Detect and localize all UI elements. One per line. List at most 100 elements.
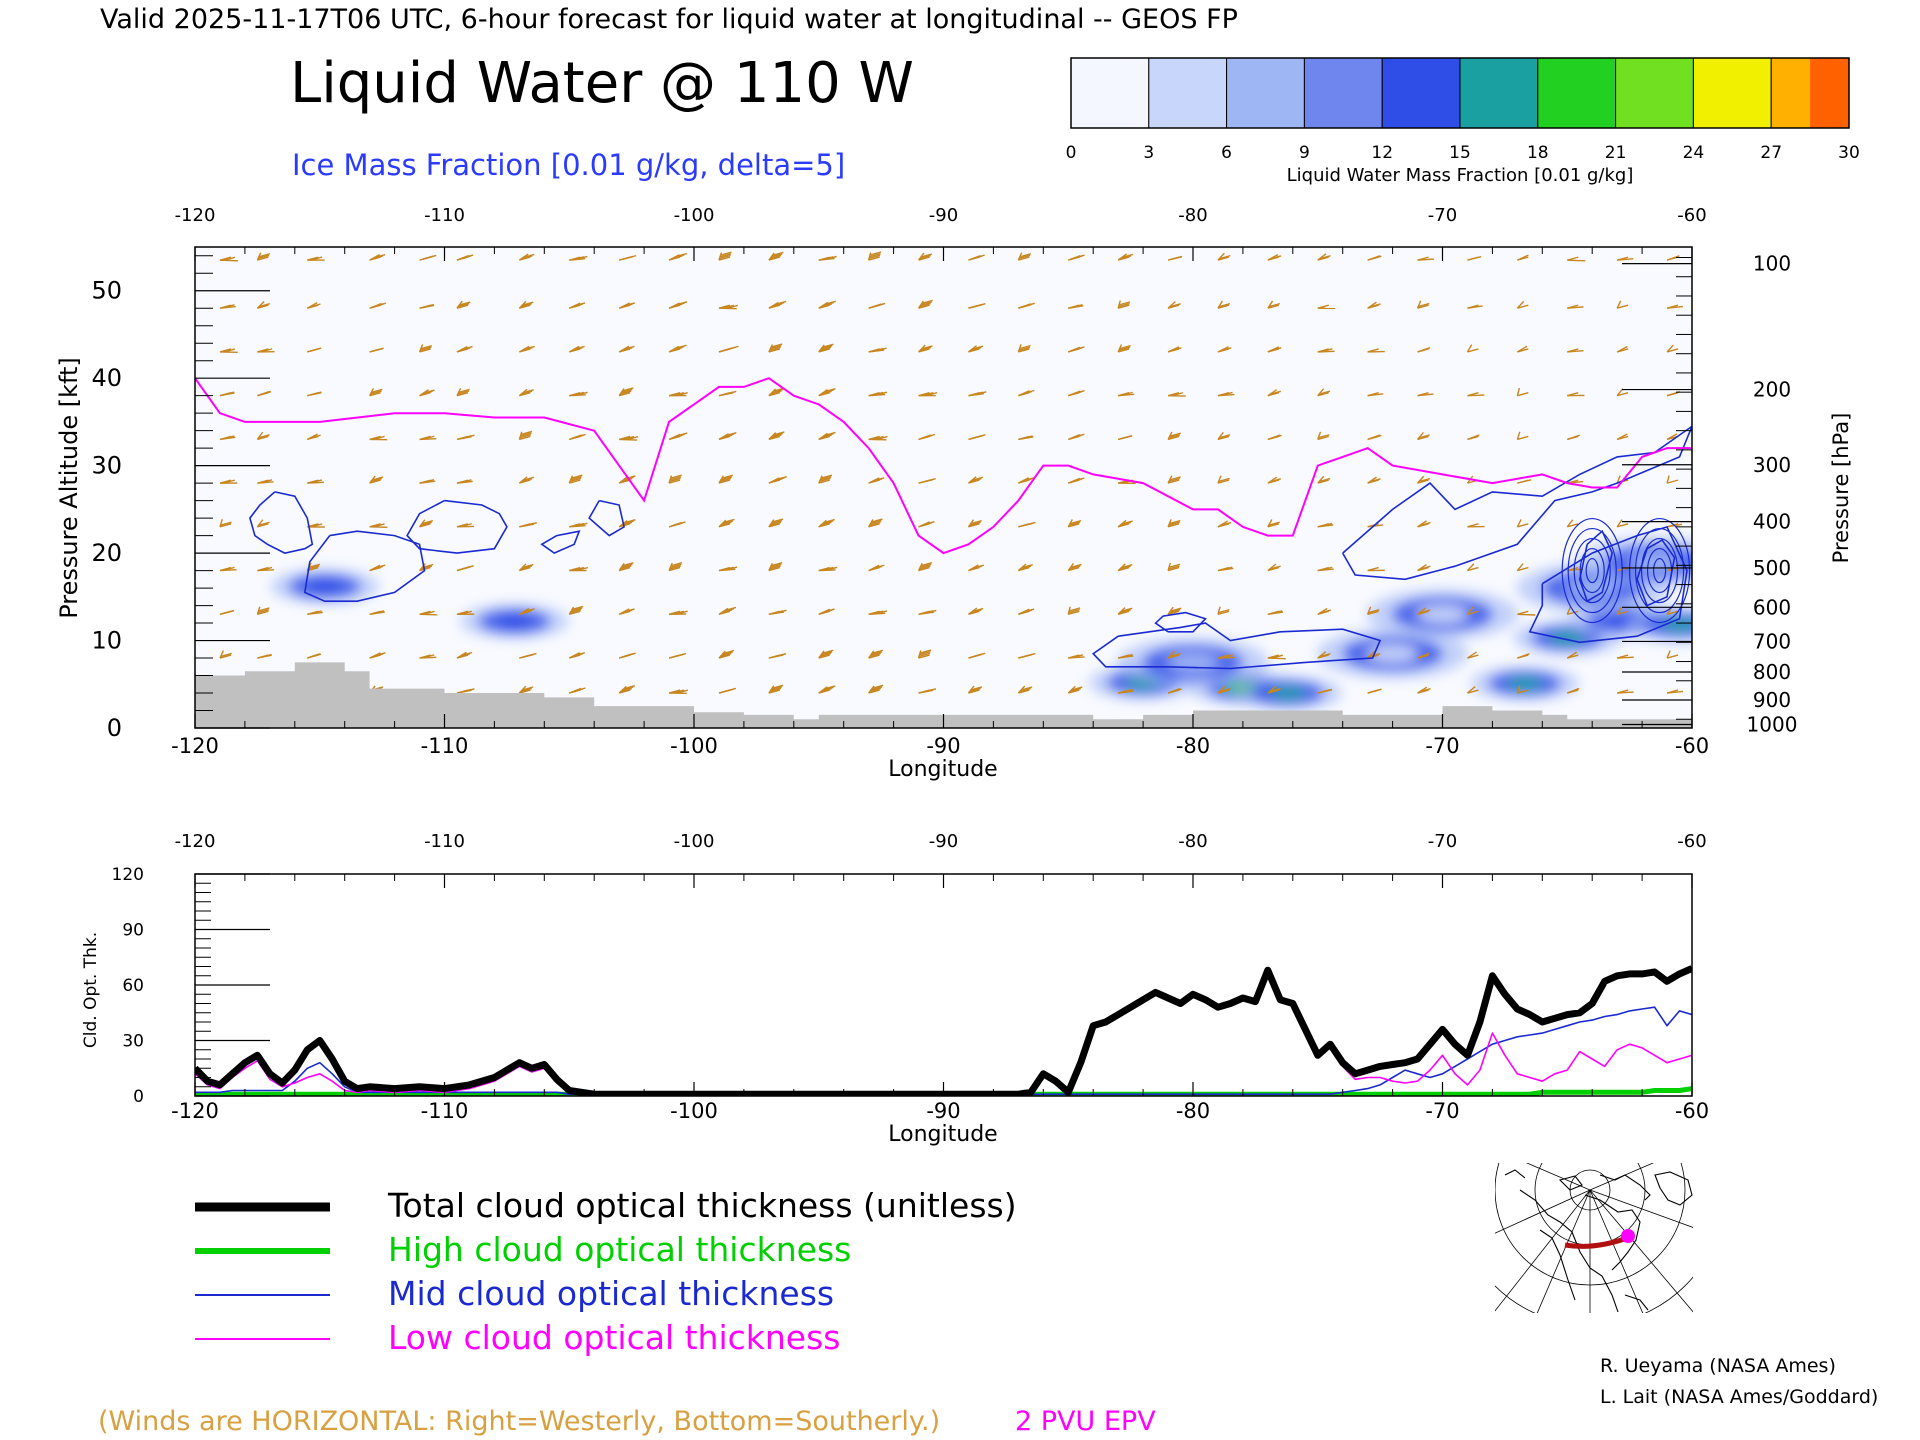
wind-barb — [917, 562, 933, 572]
wind-barb — [1167, 687, 1182, 694]
ice-contour-ring — [1573, 537, 1611, 604]
wind-barb — [1167, 431, 1181, 441]
wind-barb — [868, 302, 886, 309]
wind-barb — [1366, 606, 1380, 615]
wind-barb — [256, 300, 271, 309]
wind-barb — [618, 608, 635, 615]
wind-barb — [1467, 686, 1479, 694]
wind-barb — [1616, 345, 1629, 353]
wind-barb — [768, 653, 787, 659]
wind-barb — [1267, 686, 1281, 694]
wind-barb — [518, 607, 535, 615]
wind-barb — [618, 435, 639, 441]
wind-barb — [1666, 344, 1679, 353]
wind-barb — [569, 391, 588, 397]
valid-line: Valid 2025-11-17T06 UTC, 6-hour forecast… — [100, 4, 1238, 35]
wind-barb — [1367, 434, 1382, 441]
wind-barb — [568, 474, 583, 484]
wind-barb — [257, 348, 275, 353]
wind-barb — [307, 653, 322, 659]
ice-contour — [588, 499, 626, 537]
wind-barb — [369, 564, 386, 572]
wind-barb — [219, 391, 235, 397]
wind-barb — [1317, 388, 1331, 397]
wind-barb — [1666, 650, 1679, 659]
ice-contour — [303, 530, 426, 602]
x-tick-label-top: -110 — [424, 205, 465, 226]
x-tick-label-top: -90 — [929, 831, 958, 852]
wind-barb — [718, 474, 734, 484]
wind-barb — [1267, 253, 1282, 261]
wind-barb — [1018, 389, 1035, 397]
x-tick-label-top: -110 — [424, 831, 465, 852]
wind-barb — [456, 523, 475, 528]
wind-barb — [618, 519, 636, 528]
wind-barb — [519, 652, 537, 659]
colorbar: 0 3 6 9 12 15 18 21 24 27 30 Liquid Water Mass Fra… — [1066, 57, 1860, 186]
x-tick-label: -70 — [1425, 1099, 1459, 1123]
wind-barb — [1666, 475, 1679, 484]
ice-contour — [1578, 529, 1614, 603]
wind-barb — [419, 254, 437, 261]
pressure-tick-label: 800 — [1753, 660, 1791, 684]
ice-contour — [1091, 622, 1382, 670]
wind-barb — [1017, 685, 1033, 694]
terrain — [195, 662, 1692, 728]
bottom-xlabel: Longitude — [888, 1122, 997, 1147]
ice-contour-ring — [1579, 547, 1605, 594]
wind-barb — [1367, 688, 1382, 694]
plot2-background — [195, 874, 1692, 1096]
colorbar-tick-label: 9 — [1299, 143, 1310, 163]
wind-barb — [1018, 435, 1034, 441]
wind-barb — [369, 435, 388, 441]
wind-barb — [1317, 607, 1331, 615]
legend-item: Low cloud optical thickness — [195, 1318, 840, 1357]
wind-barb — [718, 251, 732, 261]
wind-barb — [1117, 434, 1133, 441]
subtitle: Ice Mass Fraction [0.01 g/kg, delta=5] — [292, 148, 845, 182]
wind-barb — [1217, 685, 1231, 694]
colorbar-frame — [1070, 57, 1850, 129]
wind-barb — [1567, 434, 1580, 441]
wind-barb — [1666, 606, 1679, 615]
wind-barb — [668, 474, 682, 484]
wind-barb — [1566, 687, 1580, 694]
wind-barb — [1117, 391, 1135, 397]
wind-barb — [968, 302, 986, 309]
wind-barb — [818, 343, 834, 353]
wind-barb — [369, 302, 387, 309]
wind-barb — [1217, 300, 1231, 309]
wind-barb — [668, 301, 688, 309]
wind-barb — [1267, 654, 1286, 660]
colorbar-tick-label: 15 — [1449, 143, 1471, 163]
wind-barb — [1267, 610, 1284, 616]
colorbar-swatch-end — [1810, 58, 1849, 128]
ice-contour — [1342, 425, 1692, 581]
wind-barb — [1067, 433, 1085, 441]
wind-barb — [868, 347, 887, 353]
wind-barb — [918, 520, 935, 528]
wind-barb — [456, 254, 474, 261]
y-tick-label: 0 — [133, 1087, 144, 1107]
wind-barb — [818, 685, 836, 694]
wind-barb — [1068, 654, 1085, 659]
wind-barb — [1417, 686, 1431, 694]
x-tick-label-top: -60 — [1677, 831, 1706, 852]
wind-barb — [419, 303, 435, 309]
wind-barb — [618, 475, 636, 484]
wind-barb — [1367, 255, 1382, 261]
wind-barb — [968, 564, 984, 572]
wind-barb — [1566, 651, 1579, 659]
colorbar-tick-label: 18 — [1527, 143, 1549, 163]
ice-contour-ring — [1646, 547, 1673, 594]
wind-barb — [1167, 562, 1181, 572]
wind-barb — [219, 566, 237, 572]
wind-barb — [456, 610, 475, 616]
wind-barb — [1317, 566, 1334, 572]
wind-barb — [456, 479, 473, 484]
wind-barb — [1068, 254, 1085, 261]
wind-barb — [1467, 523, 1485, 528]
colorbar-tick-label: 0 — [1066, 143, 1077, 163]
ice-contour-ring — [1585, 557, 1599, 584]
